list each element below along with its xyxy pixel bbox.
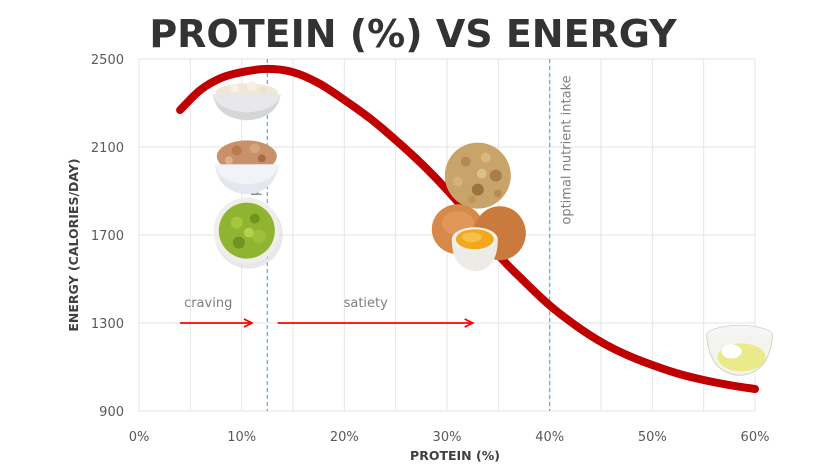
craving-label: craving	[184, 296, 232, 311]
satiety-label: satiety	[344, 296, 389, 311]
x-axis-title: PROTEIN (%)	[410, 448, 500, 463]
y-tick-label: 2100	[91, 141, 124, 156]
x-tick-label: 50%	[638, 430, 667, 445]
boiled-eggs-image	[431, 204, 526, 272]
optimal-nutrient-intake-label: optimal nutrient intake	[560, 75, 575, 224]
x-tick-label: 0%	[129, 430, 150, 445]
x-tick-label: 20%	[330, 430, 359, 445]
x-axis-ticks: 0% 10% 20% 30% 40% 50% 60%	[129, 430, 770, 445]
y-tick-label: 1300	[91, 317, 124, 332]
arrow-head	[464, 318, 475, 328]
y-tick-label: 900	[99, 405, 124, 420]
x-tick-label: 30%	[433, 430, 462, 445]
x-tick-label: 40%	[535, 430, 564, 445]
x-tick-label: 10%	[227, 430, 256, 445]
chart-title: PROTEIN (%) VS ENERGY	[149, 12, 677, 56]
y-axis-title: ENERGY (CALORIES/DAY)	[66, 158, 81, 331]
annotation-arrows: craving satiety	[180, 296, 475, 328]
series-layer	[176, 64, 759, 393]
energy-curve	[176, 64, 759, 393]
food-images	[212, 81, 774, 376]
egg-white-bowl-image	[706, 324, 774, 376]
white-rice-bowl-image	[212, 81, 281, 121]
guacamole-bowl-image	[213, 197, 283, 269]
y-tick-label: 2500	[91, 53, 124, 68]
x-tick-label: 60%	[741, 430, 770, 445]
brown-rice-bowl-image	[214, 140, 279, 195]
lentils-image	[444, 142, 511, 209]
y-tick-label: 1700	[91, 229, 124, 244]
arrow-head	[243, 318, 254, 328]
y-axis-ticks: 900 1300 1700 2100 2500	[91, 53, 124, 420]
